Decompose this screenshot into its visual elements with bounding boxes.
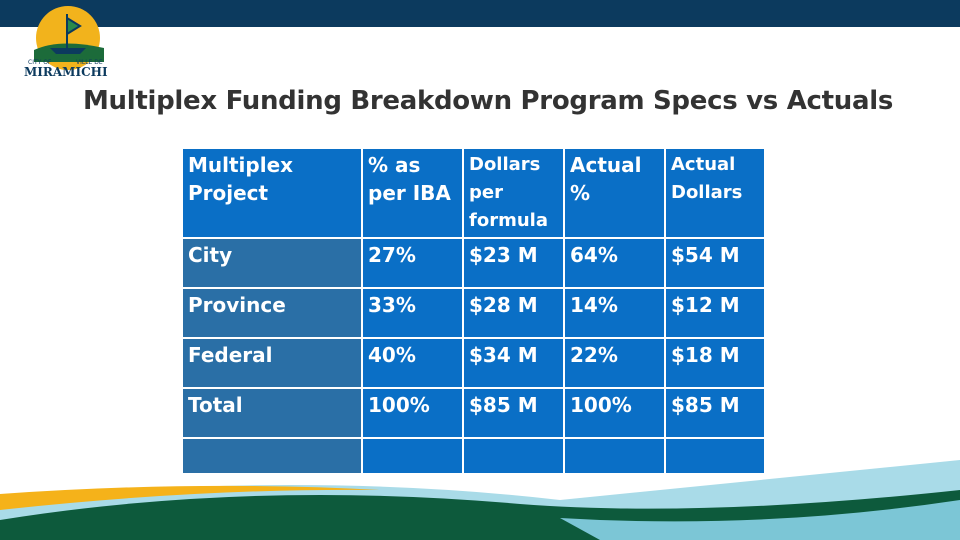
table-row: City 27% $23 M 64% $54 M bbox=[181, 237, 766, 289]
empty-row bbox=[181, 437, 766, 475]
table-cell: $28 M bbox=[462, 287, 565, 339]
wave-teal bbox=[560, 500, 960, 540]
table-cell: 100% bbox=[563, 387, 666, 439]
logo-sail bbox=[66, 14, 82, 48]
logo-text: CITY OF bbox=[28, 59, 52, 66]
empty-cell bbox=[361, 437, 464, 475]
table-cell: $54 M bbox=[664, 237, 766, 289]
slide-title: Multiplex Funding Breakdown Program Spec… bbox=[82, 86, 893, 116]
table-cell: $23 M bbox=[462, 237, 565, 289]
row-label: Federal bbox=[181, 337, 363, 389]
table-cell: 40% bbox=[361, 337, 464, 389]
table-cell: $34 M bbox=[462, 337, 565, 389]
header-cell: Multiplex Project bbox=[181, 147, 363, 239]
row-label: Total bbox=[181, 387, 363, 439]
table-cell: $85 M bbox=[664, 387, 766, 439]
table-cell: $18 M bbox=[664, 337, 766, 389]
empty-cell bbox=[462, 437, 565, 475]
header-cell: Actual Dollars bbox=[664, 147, 766, 239]
header-cell: Dollars per formula bbox=[462, 147, 565, 239]
wave-yellow bbox=[0, 485, 380, 510]
table-cell: 64% bbox=[563, 237, 666, 289]
table-cell: $85 M bbox=[462, 387, 565, 439]
table-cell: 14% bbox=[563, 287, 666, 339]
empty-cell bbox=[664, 437, 766, 475]
logo: CITY OF VILLE DE MIRAMICHI bbox=[24, 6, 108, 79]
table-cell: 100% bbox=[361, 387, 464, 439]
data-table: Multiplex Project % as per IBA Dollars p… bbox=[181, 147, 766, 475]
header-cell: Actual % bbox=[563, 147, 666, 239]
footer-waves bbox=[0, 460, 960, 540]
table-body: City 27% $23 M 64% $54 M Province 33% $28 M 14% $… bbox=[181, 237, 766, 475]
row-label: City bbox=[181, 237, 363, 289]
row-label: Province bbox=[181, 287, 363, 339]
top-bar bbox=[0, 0, 960, 27]
logo-ship bbox=[50, 48, 86, 54]
table-row: Federal 40% $34 M 22% $18 M bbox=[181, 337, 766, 389]
empty-cell bbox=[181, 437, 363, 475]
logo-text: VILLE DE bbox=[76, 59, 103, 66]
table-cell: 27% bbox=[361, 237, 464, 289]
empty-cell bbox=[563, 437, 666, 475]
header-cell: % as per IBA bbox=[361, 147, 464, 239]
table-cell: 33% bbox=[361, 287, 464, 339]
table-cell: 22% bbox=[563, 337, 666, 389]
logo-name: MIRAMICHI bbox=[24, 65, 108, 79]
table-cell: $12 M bbox=[664, 287, 766, 339]
header-row: Multiplex Project % as per IBA Dollars p… bbox=[181, 147, 766, 239]
table-row: Province 33% $28 M 14% $12 M bbox=[181, 287, 766, 339]
table-row: Total 100% $85 M 100% $85 M bbox=[181, 387, 766, 439]
